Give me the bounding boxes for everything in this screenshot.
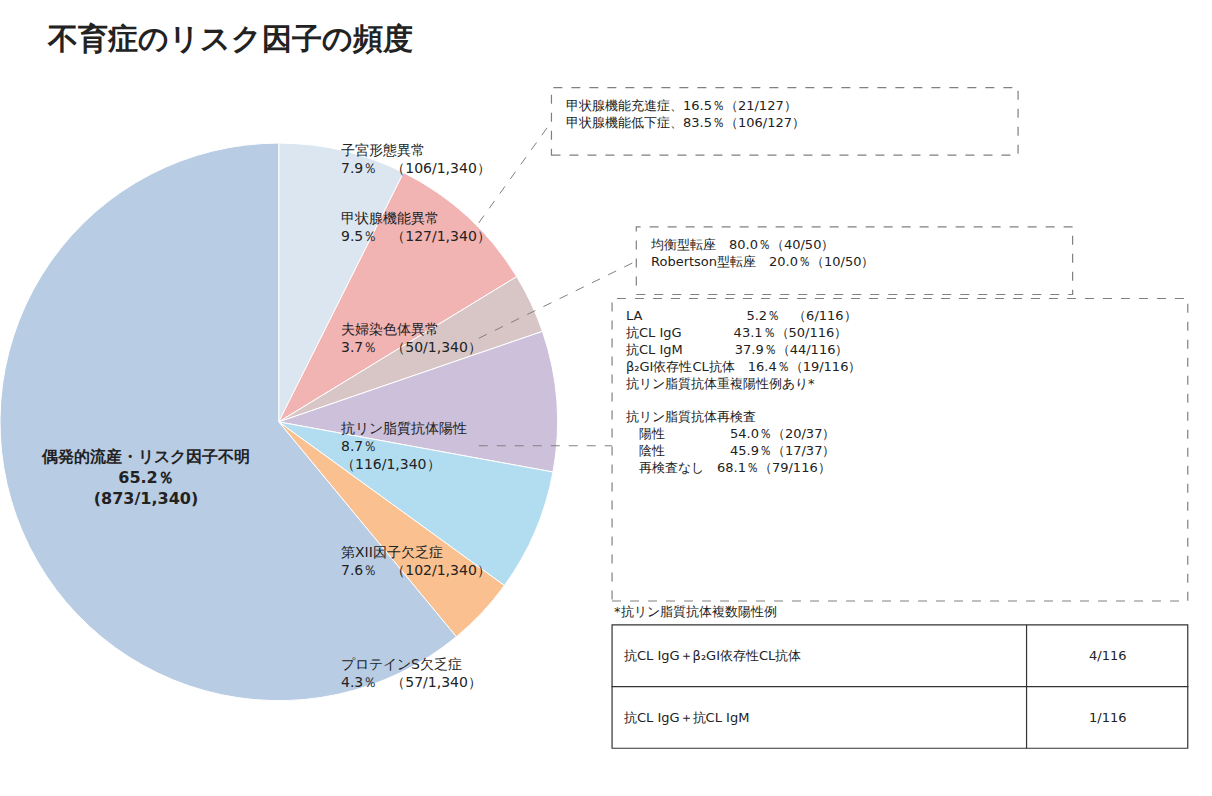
svg-text:偶発的流産・リスク因子不明65.2％(873/1,340): 偶発的流産・リスク因子不明65.2％(873/1,340) [41, 447, 250, 508]
svg-text:均衡型転座 80.0％（40/50）Robertson型転座: 均衡型転座 80.0％（40/50）Robertson型転座 20.0％（10/… [650, 237, 874, 269]
svg-text:抗CL IgG＋抗CL IgM: 抗CL IgG＋抗CL IgM [624, 710, 749, 725]
svg-text:抗CL IgG＋β₂GI依存性CL抗体: 抗CL IgG＋β₂GI依存性CL抗体 [624, 648, 801, 663]
svg-text:プロテインS欠乏症4.3％ （57/1,340）: プロテインS欠乏症4.3％ （57/1,340） [341, 656, 482, 690]
svg-text:子宮形態異常7.9％ （106/1,340）: 子宮形態異常7.9％ （106/1,340） [341, 142, 491, 176]
svg-text:不育症のリスク因子の頻度: 不育症のリスク因子の頻度 [47, 21, 413, 56]
svg-text:夫婦染色体異常3.7％ （50/1,340）: 夫婦染色体異常3.7％ （50/1,340） [341, 321, 482, 355]
svg-text:抗リン脂質抗体陽性8.7％（116/1,340）: 抗リン脂質抗体陽性8.7％（116/1,340） [341, 420, 467, 472]
svg-text:*抗リン脂質抗体複数陽性例: *抗リン脂質抗体複数陽性例 [614, 604, 777, 619]
svg-text:甲状腺機能充進症、16.5％（21/127）甲状腺機能低下症: 甲状腺機能充進症、16.5％（21/127）甲状腺機能低下症、83.5％（106… [566, 98, 805, 130]
svg-text:LA 5.2％ （6/116）抗CL IgG: LA 5.2％ （6/116）抗CL IgG 43.1％（50/116）抗CL … [626, 308, 861, 475]
svg-text:第XII因子欠乏症7.6％ （102/1,340）: 第XII因子欠乏症7.6％ （102/1,340） [341, 544, 491, 578]
svg-text:甲状腺機能異常9.5％ （127/1,340）: 甲状腺機能異常9.5％ （127/1,340） [341, 210, 491, 244]
svg-text:1/116: 1/116 [1089, 710, 1126, 725]
svg-text:4/116: 4/116 [1089, 648, 1126, 663]
